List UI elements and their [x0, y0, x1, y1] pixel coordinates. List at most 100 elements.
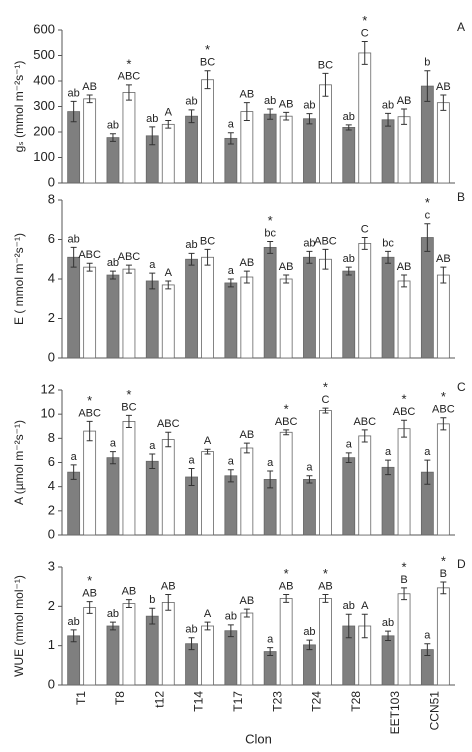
- y-tick-label: 10: [41, 406, 55, 421]
- error-bar: [149, 607, 156, 625]
- significance-star: *: [402, 559, 407, 574]
- error-bar: [267, 240, 274, 254]
- error-bar: [440, 581, 447, 595]
- significance-letter: ab: [107, 257, 119, 269]
- y-tick-label: 100: [33, 149, 55, 164]
- error-bar: [401, 419, 408, 438]
- significance-letter: ab: [68, 616, 80, 628]
- bar: [201, 625, 214, 686]
- error-bar: [204, 448, 211, 455]
- error-bar: [440, 94, 447, 111]
- bar: [381, 466, 395, 536]
- significance-star: *: [284, 566, 289, 581]
- error-bar: [86, 262, 93, 272]
- error-bar: [70, 629, 77, 643]
- error-bar: [424, 70, 431, 102]
- error-bar: [322, 248, 329, 270]
- bar: [358, 243, 372, 359]
- error-bar: [125, 264, 132, 274]
- error-bar: [322, 72, 329, 97]
- error-bar: [109, 451, 116, 465]
- bar: [201, 79, 214, 184]
- significance-letter: A: [165, 267, 173, 279]
- y-tick-label: 8: [48, 430, 55, 445]
- bar: [83, 98, 97, 184]
- panel-label: A: [457, 20, 465, 34]
- error-bar: [188, 109, 195, 124]
- significance-letter: AB: [240, 89, 255, 101]
- significance-star: *: [284, 401, 289, 416]
- significance-letter: ab: [303, 100, 315, 112]
- significance-letter: C: [321, 394, 329, 406]
- error-bar: [306, 250, 313, 264]
- bar: [303, 118, 316, 184]
- significance-letter: a: [71, 451, 78, 463]
- error-bar: [345, 613, 352, 639]
- bar: [201, 256, 214, 359]
- x-tick-label: T14: [192, 691, 206, 712]
- error-bar: [401, 274, 408, 288]
- significance-letter: AB: [279, 261, 294, 273]
- bar: [279, 598, 293, 686]
- significance-letter: A: [204, 608, 212, 620]
- bar: [224, 137, 238, 184]
- bar: [263, 113, 277, 184]
- significance-letter: ab: [107, 120, 119, 132]
- significance-letter: ab: [185, 624, 197, 636]
- y-tick-label: 6: [48, 454, 55, 469]
- bar: [303, 479, 316, 536]
- significance-letter: b: [424, 57, 430, 69]
- significance-letter: ab: [382, 99, 394, 111]
- bar: [420, 237, 434, 359]
- error-bar: [401, 108, 408, 125]
- x-axis-label: Clon: [245, 731, 272, 746]
- significance-letter: ab: [146, 113, 158, 125]
- significance-letter: ABC: [78, 249, 101, 261]
- significance-letter: ab: [225, 611, 237, 623]
- bar: [319, 598, 332, 686]
- bar: [263, 246, 277, 359]
- x-tick-label: EET103: [388, 691, 402, 735]
- error-bar: [70, 100, 77, 123]
- y-tick-label: 0: [48, 174, 55, 189]
- error-bar: [283, 594, 290, 603]
- error-bar: [322, 407, 329, 414]
- significance-letter: ab: [68, 87, 80, 99]
- significance-letter: c: [425, 210, 431, 222]
- significance-letter: ABC: [353, 416, 376, 428]
- bar: [240, 447, 254, 536]
- significance-letter: C: [361, 27, 369, 39]
- error-bar: [86, 601, 93, 614]
- y-tick-label: 3: [48, 558, 55, 573]
- y-tick-label: 2: [48, 310, 55, 325]
- significance-letter: a: [267, 457, 274, 469]
- error-bar: [361, 237, 368, 250]
- bar: [303, 644, 316, 686]
- bar: [342, 270, 356, 359]
- bar: [145, 615, 159, 686]
- error-bar: [401, 587, 408, 601]
- bar: [224, 630, 238, 686]
- significance-letter: ab: [185, 239, 197, 251]
- error-bar: [227, 132, 234, 145]
- significance-star: *: [323, 380, 328, 395]
- bar: [397, 280, 411, 359]
- significance-letter: AB: [279, 580, 294, 592]
- bar: [67, 256, 81, 359]
- bar: [161, 439, 175, 536]
- significance-letter: AB: [397, 95, 412, 107]
- significance-star: *: [362, 13, 367, 28]
- bar: [436, 102, 450, 184]
- significance-letter: BC: [200, 235, 215, 247]
- significance-letter: ab: [68, 233, 80, 245]
- error-bar: [188, 252, 195, 266]
- error-bar: [70, 246, 77, 268]
- significance-star: *: [268, 213, 273, 228]
- error-bar: [385, 459, 392, 476]
- significance-letter: AB: [122, 586, 137, 598]
- bar: [397, 593, 411, 686]
- y-tick-label: 2: [48, 598, 55, 613]
- panel-label: C: [457, 380, 466, 394]
- y-tick-label: 4: [48, 478, 55, 493]
- x-tick-label: T23: [270, 691, 284, 712]
